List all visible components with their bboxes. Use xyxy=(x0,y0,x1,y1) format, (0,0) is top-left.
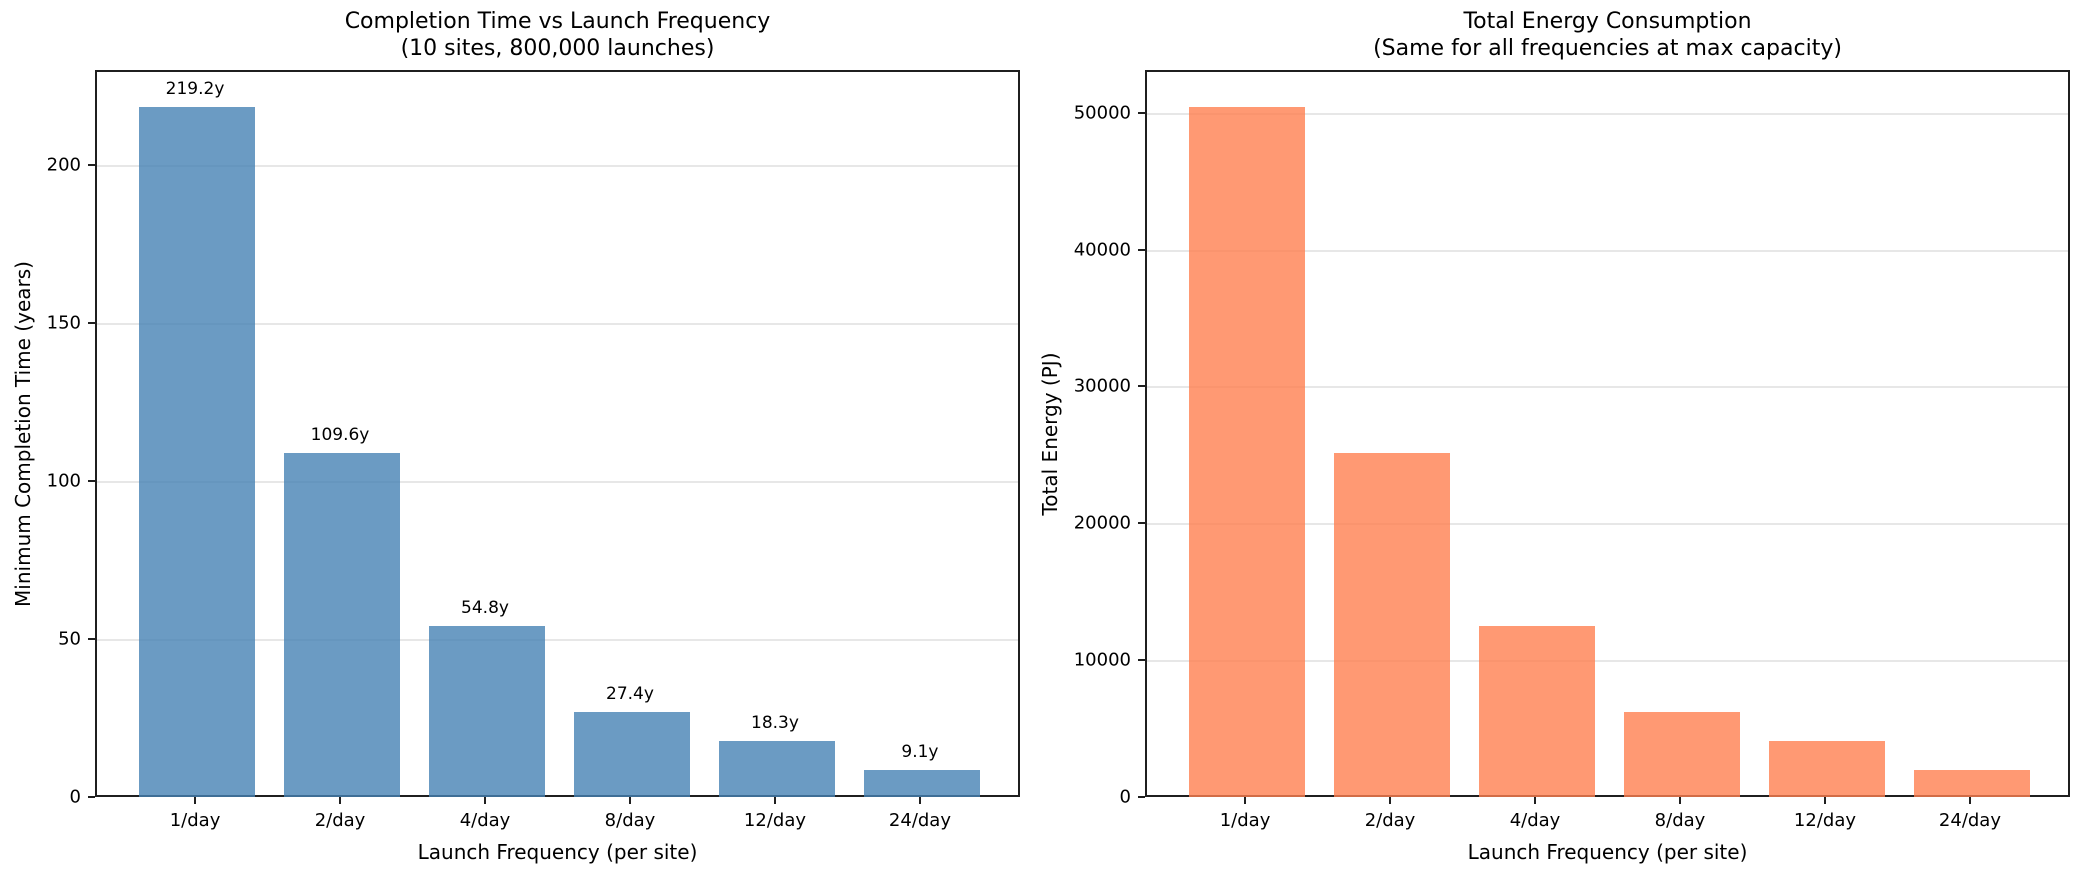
bar-12-day xyxy=(718,741,835,797)
x-tick-label: 12/day xyxy=(1793,810,1857,831)
gridline xyxy=(97,481,1018,484)
x-tick-label: 12/day xyxy=(743,810,807,831)
gridline xyxy=(1147,249,2068,252)
bar-4-day xyxy=(429,625,545,797)
y-tick-mark xyxy=(1138,248,1145,251)
y-tick-label: 100 xyxy=(46,470,81,492)
x-tick-mark xyxy=(918,797,921,804)
bar-value-label: 109.6y xyxy=(310,424,370,445)
x-tick-mark xyxy=(1678,797,1681,804)
x-tick-mark xyxy=(194,797,197,804)
y-tick-mark xyxy=(88,164,95,167)
x-tick-label: 24/day xyxy=(888,810,951,831)
x-tick-mark xyxy=(628,797,631,804)
gridline xyxy=(97,323,1018,326)
y-tick-mark xyxy=(88,480,95,483)
x-tick-mark xyxy=(773,797,776,804)
x-tick-mark xyxy=(339,797,342,804)
y-tick-label: 50000 xyxy=(1073,102,1131,124)
gridline xyxy=(1147,386,2068,389)
bar-8-day xyxy=(573,712,690,797)
bar-4-day xyxy=(1479,625,1595,797)
bar-12-day xyxy=(1768,741,1885,797)
bar-1-day xyxy=(1189,106,1306,797)
bar-value-label: 9.1y xyxy=(901,742,939,763)
x-tick-label: 2/day xyxy=(1364,810,1416,831)
bar-2-day xyxy=(1334,452,1450,797)
x-tick-label: 4/day xyxy=(459,810,511,831)
gridline xyxy=(1147,112,2068,115)
y-tick-label: 0 xyxy=(1119,786,1131,808)
bar-8-day xyxy=(1623,712,1740,797)
bar-value-label: 54.8y xyxy=(461,597,509,618)
x-axis-label: Launch Frequency (per site) xyxy=(417,840,698,864)
x-tick-label: 8/day xyxy=(604,810,656,831)
chart-subtitle: (Same for all frequencies at max capacit… xyxy=(1373,36,1842,61)
x-tick-label: 1/day xyxy=(169,810,221,831)
y-tick-mark xyxy=(88,638,95,641)
x-tick-label: 1/day xyxy=(1219,810,1271,831)
y-tick-label: 150 xyxy=(46,312,81,334)
bar-24-day xyxy=(863,770,980,797)
x-tick-mark xyxy=(484,797,486,804)
gridline xyxy=(1147,660,2068,663)
y-tick-mark xyxy=(88,796,95,798)
x-tick-mark xyxy=(1244,797,1247,804)
x-tick-label: 4/day xyxy=(1509,810,1561,831)
bar-value-label: 18.3y xyxy=(751,713,799,734)
bar-value-label: 27.4y xyxy=(606,684,654,705)
y-tick-mark xyxy=(1138,796,1145,798)
chart-title: Completion Time vs Launch Frequency xyxy=(344,9,771,34)
chart-title-block: Completion Time vs Launch Frequency (10 … xyxy=(95,8,1020,62)
x-axis-label: Launch Frequency (per site) xyxy=(1467,840,1748,864)
chart-title: Total Energy Consumption xyxy=(1463,9,1752,34)
y-tick-label: 200 xyxy=(46,154,81,176)
y-tick-mark xyxy=(88,322,95,325)
bar-24-day xyxy=(1913,770,2030,797)
bar-value-label: 219.2y xyxy=(165,78,225,99)
gridline xyxy=(1147,523,2068,526)
gridline xyxy=(97,639,1018,642)
y-tick-mark xyxy=(1138,659,1145,662)
y-tick-label: 0 xyxy=(69,786,81,808)
x-tick-mark xyxy=(1534,797,1536,804)
bar-1-day xyxy=(139,106,256,797)
y-tick-mark xyxy=(1138,522,1145,525)
plot-area xyxy=(1145,70,2070,797)
chart-title-block: Total Energy Consumption (Same for all f… xyxy=(1145,8,2070,62)
y-tick-label: 40000 xyxy=(1073,239,1131,261)
gridline xyxy=(97,165,1018,168)
bar-2-day xyxy=(284,452,400,797)
y-tick-label: 50 xyxy=(58,628,81,650)
chart-subtitle: (10 sites, 800,000 launches) xyxy=(400,36,715,61)
x-tick-mark xyxy=(1968,797,1971,804)
x-tick-mark xyxy=(1389,797,1392,804)
x-tick-mark xyxy=(1823,797,1826,804)
x-tick-label: 2/day xyxy=(314,810,366,831)
y-tick-label: 30000 xyxy=(1073,375,1131,397)
y-tick-label: 20000 xyxy=(1073,512,1131,534)
plot-area xyxy=(95,70,1020,797)
x-tick-label: 8/day xyxy=(1654,810,1706,831)
y-tick-mark xyxy=(1138,385,1145,388)
x-tick-label: 24/day xyxy=(1938,810,2001,831)
y-tick-mark xyxy=(1138,111,1145,114)
y-tick-label: 10000 xyxy=(1073,649,1131,671)
